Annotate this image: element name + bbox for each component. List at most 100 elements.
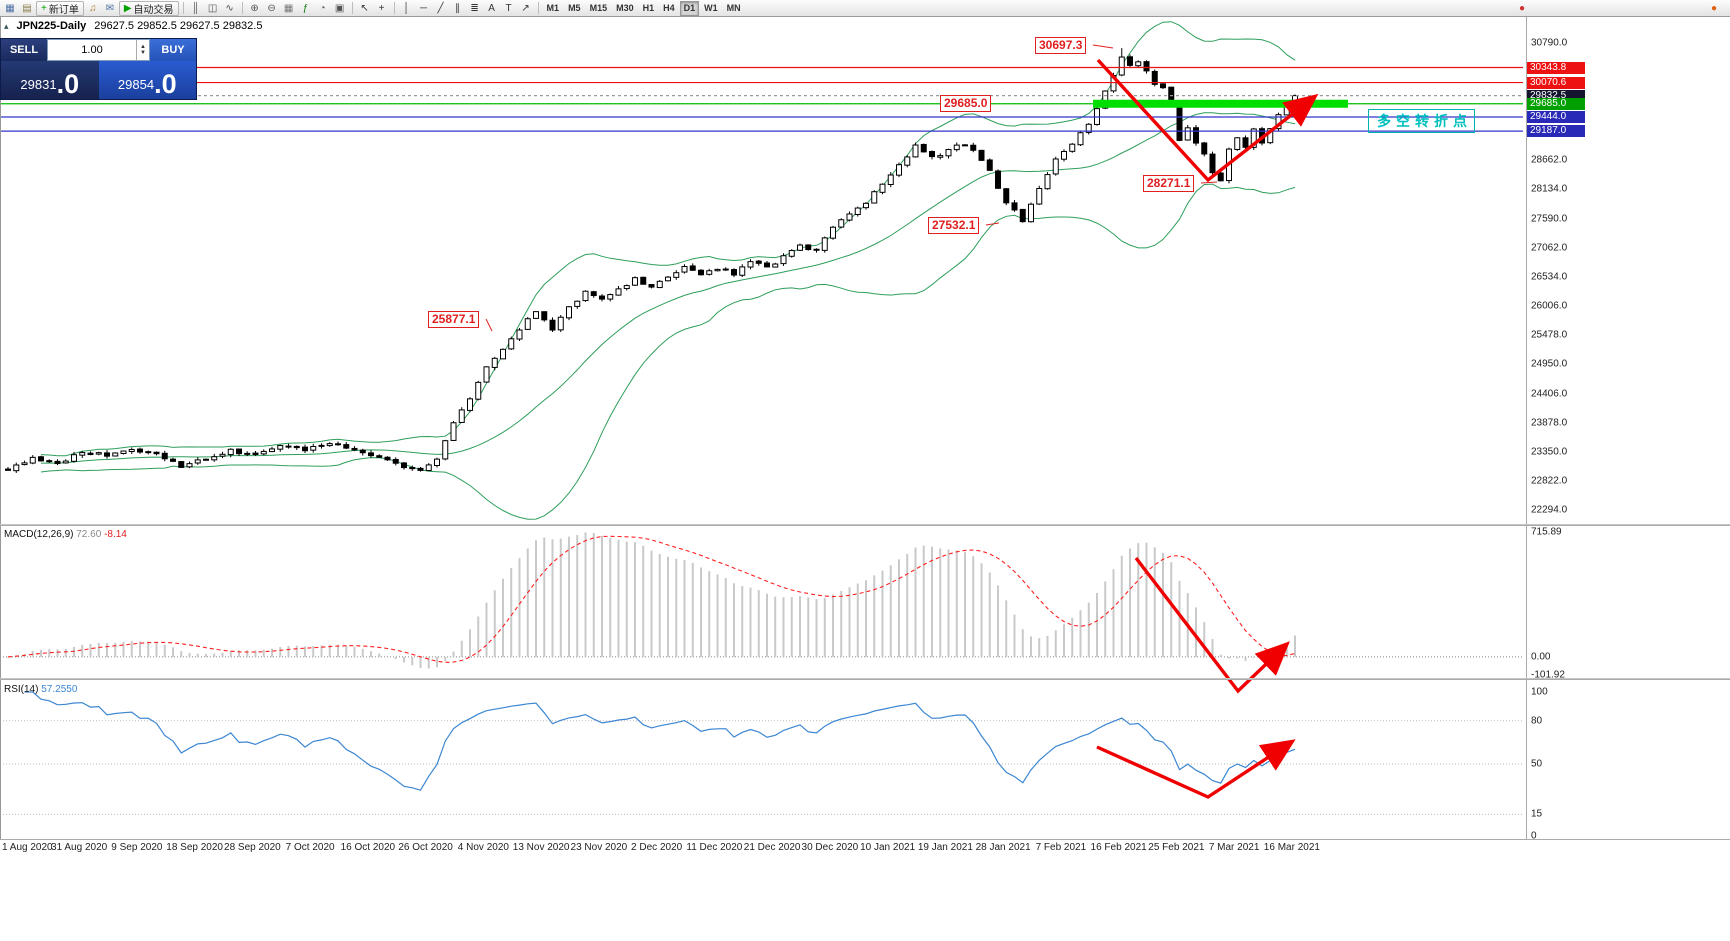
tf-m15-button[interactable]: M15 [586, 1, 612, 16]
trendline-icon[interactable]: ╱ [433, 1, 449, 16]
tf-h4-button[interactable]: H4 [659, 1, 679, 16]
vertical-line-glyph: │ [403, 2, 410, 14]
tf-m30-button[interactable]: M30 [612, 1, 638, 16]
sell-price[interactable]: 29831.0 [1, 61, 99, 99]
alert-status-icon[interactable]: ● [1514, 1, 1530, 16]
fibonacci-glyph: ≣ [470, 2, 479, 14]
volume-down-icon[interactable]: ▼ [140, 50, 146, 57]
tf-h1-button[interactable]: H1 [639, 1, 659, 16]
macd-signal-value: -8.14 [104, 529, 127, 540]
price-callout[interactable]: 30697.3 [1035, 37, 1087, 54]
zoom-out-icon[interactable]: ⊖ [264, 1, 280, 16]
grid-icon[interactable]: ▦ [281, 1, 297, 16]
chart-symbol-title: JPN225-Daily [16, 20, 87, 32]
tf-m1-button-label: M1 [546, 3, 560, 13]
date-axis-label: 13 Nov 2020 [512, 842, 570, 853]
fibonacci-icon[interactable]: ≣ [467, 1, 483, 16]
one-click-trading-panel: SELL 1.00 ▲ ▼ BUY 29831.0 29854.0 [0, 38, 197, 100]
chart-collapse-icon[interactable]: ▴ [4, 20, 9, 31]
profiles-glyph: ▤ [22, 2, 32, 14]
bollinger-band-line [40, 21, 1296, 457]
vertical-line-icon[interactable]: │ [399, 1, 415, 16]
price-axis-tick: 28134.0 [1531, 183, 1568, 195]
indicators-icon[interactable]: ƒ [298, 1, 314, 16]
date-axis-label: 2 Dec 2020 [631, 842, 683, 853]
toolbar-separator [393, 2, 395, 14]
connection-status-icon[interactable]: ● [1706, 1, 1722, 16]
mail-icon[interactable]: ✉ [102, 1, 118, 16]
buy-button[interactable]: BUY [150, 39, 196, 62]
macd-axis-tick: -101.92 [1531, 669, 1565, 681]
rsi-trend-arrow[interactable] [1096, 739, 1296, 799]
cursor-icon[interactable]: ↖ [357, 1, 373, 16]
text-glyph: A [488, 2, 495, 14]
label-glyph: T [505, 2, 512, 14]
tf-d1-button[interactable]: D1 [679, 0, 700, 16]
connection-status-glyph: ● [1710, 2, 1718, 14]
templates-icon[interactable]: ▣ [332, 1, 348, 16]
volume-value: 1.00 [81, 44, 103, 57]
macd-trend-arrow[interactable] [1134, 556, 1290, 694]
text-icon[interactable]: A [484, 1, 500, 16]
tf-m1-button[interactable]: M1 [543, 1, 564, 16]
date-axis-label: 11 Dec 2020 [686, 842, 743, 853]
sell-button[interactable]: SELL [1, 39, 47, 62]
autotrade-button[interactable]: ▶ 自动交易 [118, 0, 179, 16]
grid-glyph: ▦ [283, 2, 294, 14]
new-order-glyph: + [41, 2, 47, 14]
new-chart-button[interactable]: ▦ [2, 1, 18, 16]
buy-price-main: 29854 [117, 77, 155, 92]
cursor-glyph: ↖ [360, 2, 369, 14]
autotrade-button-label: 自动交易 [133, 4, 174, 16]
rsi-panel[interactable] [0, 691, 1523, 815]
volume-stepper[interactable]: ▲ ▼ [136, 40, 149, 61]
panel-divider-rsi[interactable] [0, 678, 1730, 680]
price-callout[interactable]: 25877.1 [428, 311, 480, 328]
sound-alert-icon[interactable]: ♫ [85, 1, 101, 16]
arrows-icon[interactable]: ↗ [518, 1, 534, 16]
buy-price[interactable]: 29854.0 [98, 61, 196, 99]
date-axis-label: 7 Oct 2020 [285, 842, 335, 853]
support-highlight-band[interactable] [1093, 99, 1348, 108]
toolbar-separator [537, 2, 539, 14]
turning-point-note[interactable]: 多空转折点 [1368, 109, 1475, 133]
price-callout[interactable]: 27532.1 [928, 217, 980, 234]
line-chart-icon[interactable]: ∿ [222, 1, 238, 16]
label-icon[interactable]: T [501, 1, 517, 16]
tf-h4-button-label: H4 [663, 3, 675, 13]
main-trend-arrow[interactable] [1096, 58, 1319, 183]
main-chart-plot[interactable] [5, 21, 1298, 520]
volume-up-icon[interactable]: ▲ [140, 44, 146, 51]
periods-dropdown-icon[interactable]: ◔ [315, 1, 331, 16]
date-axis-label: 19 Jan 2021 [917, 842, 973, 853]
new-order-button[interactable]: + 新订单 [36, 0, 84, 16]
channel-icon[interactable]: ∥ [450, 1, 466, 16]
date-axis-label: 1 Aug 2020 [2, 842, 53, 853]
tf-m5-button[interactable]: M5 [564, 1, 585, 16]
zoom-in-icon[interactable]: ⊕ [247, 1, 263, 16]
tf-mn-button[interactable]: MN [723, 1, 745, 16]
crosshair-icon[interactable]: + [374, 1, 390, 16]
candles-chart-icon[interactable]: ◫ [205, 1, 221, 16]
rsi-axis-tick: 15 [1531, 808, 1543, 820]
tf-w1-button[interactable]: W1 [700, 1, 722, 16]
tf-m5-button-label: M5 [568, 3, 581, 13]
date-axis-label: 21 Dec 2020 [743, 842, 801, 853]
profiles-button[interactable]: ▤ [19, 1, 35, 16]
price-callout[interactable]: 28271.1 [1143, 175, 1195, 192]
panel-divider-macd[interactable] [0, 524, 1730, 526]
price-callout[interactable]: 29685.0 [940, 95, 992, 112]
macd-panel[interactable] [0, 532, 1523, 669]
bars-chart-icon[interactable]: ║ [188, 1, 204, 16]
horizontal-line-icon[interactable]: ─ [416, 1, 432, 16]
rsi-axis-tick: 100 [1531, 686, 1548, 698]
toolbar: ▦ ▤ + 新订单 ♫ ✉ ▶ 自动交易 ║ ◫ ∿ ⊕ ⊖ ▦ ƒ ◔ ▣ ↖ + │ ─ ╱ ∥ ≣ A T ↗ M1 M5 M15 M… [0, 0, 1730, 17]
price-axis-tick: 24406.0 [1531, 388, 1568, 400]
price-axis-tick: 27062.0 [1531, 242, 1568, 254]
tf-m30-button-label: M30 [616, 3, 634, 13]
volume-input[interactable]: 1.00 ▲ ▼ [47, 39, 150, 62]
indicators-glyph: ƒ [302, 2, 309, 14]
rsi-value: 57.2550 [41, 684, 78, 695]
